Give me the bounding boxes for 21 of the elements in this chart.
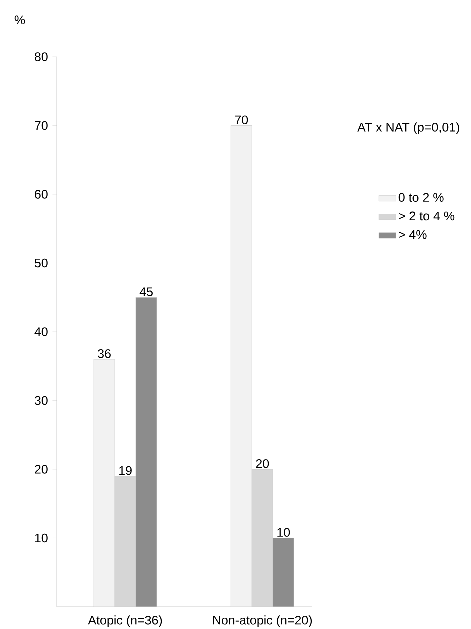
y-tick-label: 10 <box>35 534 48 543</box>
y-tick-label: 80 <box>35 52 48 62</box>
data-label: 10 <box>278 528 290 538</box>
y-tick-label: 30 <box>34 396 48 406</box>
data-label: 19 <box>120 466 132 476</box>
y-axis-title: % <box>14 16 26 25</box>
data-label: 70 <box>235 116 248 125</box>
legend-label: > 2 to 4 % <box>399 212 455 221</box>
y-tick-label: 40 <box>34 328 48 336</box>
data-label: 36 <box>98 349 111 358</box>
data-label: 45 <box>140 288 153 296</box>
legend-label: > 4% <box>399 230 427 240</box>
legend-label: 0 to 2 % <box>398 193 444 202</box>
text: AT x NAT (p=0,01) <box>358 122 460 134</box>
y-tick-label: 60 <box>35 190 48 199</box>
y-tick-label: 70 <box>35 121 48 130</box>
y-tick-label: 50 <box>34 258 48 268</box>
x-tick-label: Non-atopic (n=20) <box>213 616 312 628</box>
data-label: 20 <box>256 459 270 468</box>
y-tick-label: 20 <box>35 465 48 474</box>
x-tick-label: Atopic (n=36) <box>88 616 162 628</box>
